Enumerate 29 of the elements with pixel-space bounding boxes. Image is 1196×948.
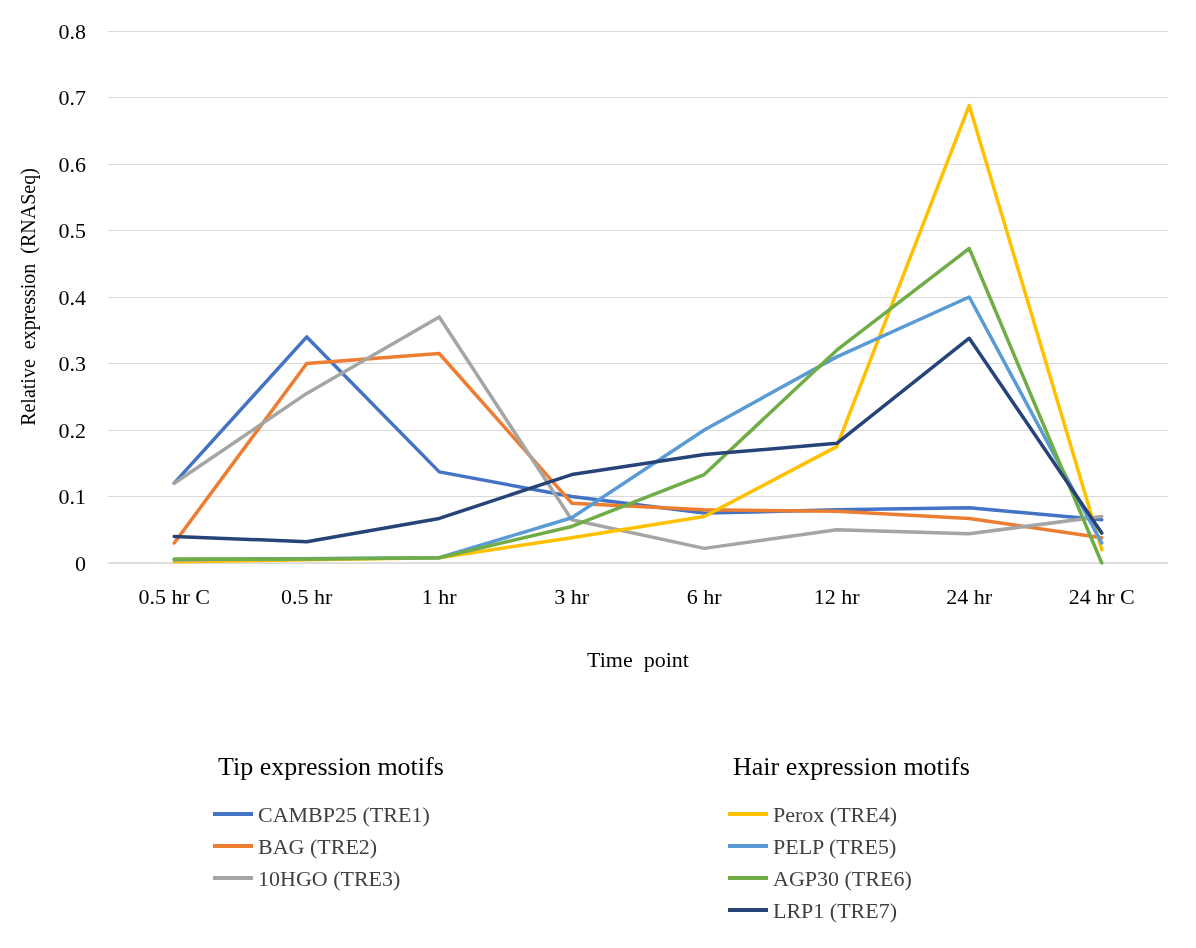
x-tick-label: 24 hr C <box>1068 583 1135 609</box>
x-tick-label: 3 hr <box>554 583 590 609</box>
y-tick-label: 0.6 <box>58 151 86 177</box>
legend-label: LRP1 (TRE7) <box>773 897 898 923</box>
legend-label: Perox (TRE4) <box>773 801 898 827</box>
x-tick-label: 0.5 hr C <box>138 583 210 609</box>
text: Tip expression motifs <box>218 751 444 781</box>
y-tick-label: 0 <box>75 550 86 576</box>
x-tick-label: 24 hr <box>946 583 993 609</box>
legend-label: CAMBP25 (TRE1) <box>258 801 430 827</box>
legend-label: BAG (TRE2) <box>258 833 378 859</box>
x-tick-label: 0.5 hr <box>281 583 334 609</box>
y-tick-label: 0.1 <box>58 484 86 509</box>
y-axis-title: Relative expression (RNASeq) <box>17 168 40 426</box>
y-tick-label: 0.4 <box>58 284 86 310</box>
x-tick-label: 12 hr <box>813 583 861 609</box>
legend-label: AGP30 (TRE6) <box>773 865 912 891</box>
y-tick-label: 0.3 <box>58 351 86 376</box>
y-tick-label: 0.7 <box>58 85 86 110</box>
y-tick-label: 0.5 <box>58 218 86 243</box>
legend-label: PELP (TRE5) <box>773 833 897 859</box>
x-tick-label: 1 hr <box>421 583 458 609</box>
y-tick-label: 0.2 <box>58 417 86 443</box>
line-series <box>172 246 1104 565</box>
legend-label: 10HGO (TRE3) <box>258 865 401 891</box>
x-tick-label: 6 hr <box>686 583 723 609</box>
x-axis-title: Time point <box>587 646 689 672</box>
y-tick-label: 0.8 <box>58 18 86 44</box>
text: Hair expression motifs <box>733 751 970 781</box>
